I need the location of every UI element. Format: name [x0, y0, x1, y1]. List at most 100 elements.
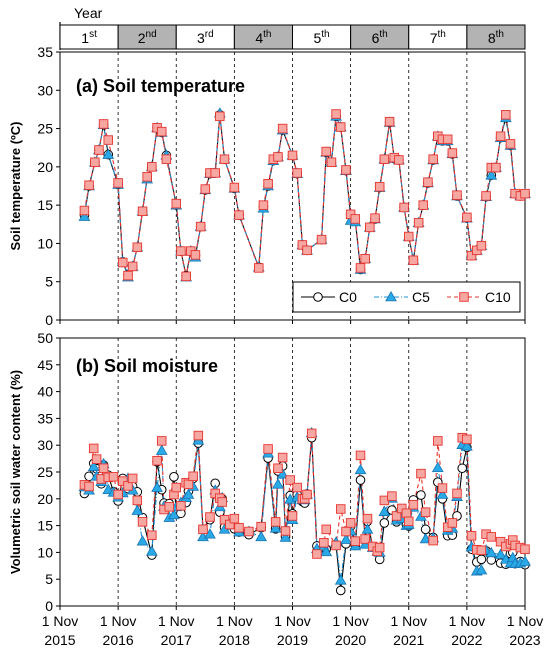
marker-c10 — [321, 146, 331, 157]
marker-c10 — [306, 428, 317, 439]
marker-c10 — [420, 507, 431, 517]
year-cell-label: 6th — [372, 29, 388, 46]
y-tick-label: 20 — [37, 159, 53, 175]
legend: C0 C5 C10 — [292, 281, 521, 313]
marker-c5 — [334, 574, 347, 585]
x-tick-label: 1 Nov — [42, 613, 79, 629]
marker-c10 — [84, 180, 94, 190]
marker-c5 — [340, 533, 352, 544]
marker-c5 — [145, 545, 158, 556]
marker-c10 — [277, 123, 288, 134]
marker-c10 — [287, 150, 298, 161]
marker-c10 — [486, 532, 497, 542]
marker-c10 — [98, 463, 109, 473]
marker-c5 — [361, 523, 374, 534]
marker-c10 — [200, 184, 211, 194]
marker-c5 — [475, 564, 488, 575]
marker-c10 — [335, 504, 346, 514]
marker-c10 — [108, 472, 119, 482]
marker-c10 — [219, 514, 230, 525]
marker-c10 — [147, 530, 157, 540]
year-cell — [350, 24, 410, 50]
marker-c10 — [263, 178, 273, 189]
x-tick-label: 2022 — [451, 632, 482, 648]
marker-c10 — [452, 488, 462, 499]
marker-c10 — [316, 234, 327, 245]
y-tick-label: 15 — [37, 197, 53, 213]
marker-c5 — [279, 531, 292, 542]
y-tick-label: 5 — [45, 274, 53, 290]
marker-c10 — [326, 157, 337, 168]
marker-c10 — [360, 253, 370, 264]
marker-c10 — [350, 536, 361, 546]
marker-c10 — [147, 162, 157, 172]
year-cell-label: 1st — [81, 29, 97, 46]
marker-c10 — [188, 471, 198, 482]
y-tick-label: 0 — [45, 312, 53, 328]
marker-c10 — [391, 511, 402, 521]
marker-c10 — [132, 495, 143, 506]
legend-label-c10: C10 — [485, 289, 511, 305]
y-tick-label: 10 — [37, 544, 53, 560]
marker-c10 — [462, 212, 472, 223]
legend-label-c0: C0 — [339, 289, 357, 305]
marker-c10 — [428, 535, 438, 546]
marker-c10 — [156, 126, 167, 137]
y-tick-label: 15 — [37, 518, 53, 534]
marker-c10 — [360, 534, 370, 544]
marker-c10 — [103, 135, 113, 145]
series-line-c10 — [83, 113, 526, 277]
marker-c5 — [269, 522, 282, 533]
marker-c10 — [495, 536, 506, 547]
y-tick-label: 45 — [37, 357, 53, 373]
marker-c10 — [345, 518, 356, 528]
marker-c10 — [137, 206, 148, 217]
marker-c10 — [350, 214, 361, 224]
x-tick-label: 2016 — [103, 632, 134, 648]
y-tick-label: 20 — [37, 491, 53, 507]
x-tick-label: 1 Nov — [449, 613, 486, 629]
x-tick-label: 2018 — [219, 632, 250, 648]
y-tick-label: 5 — [45, 571, 53, 587]
marker-c5 — [378, 505, 391, 516]
marker-c10 — [384, 116, 395, 127]
marker-c0 — [416, 490, 426, 500]
marker-c10 — [287, 511, 298, 521]
x-tick-label: 1 Nov — [274, 613, 311, 629]
marker-c5 — [272, 478, 284, 489]
marker-c10 — [362, 513, 373, 524]
marker-c10 — [195, 221, 206, 232]
marker-c10 — [98, 119, 109, 129]
marker-c5 — [385, 290, 397, 302]
marker-c10 — [113, 178, 123, 188]
marker-c10 — [374, 542, 385, 553]
marker-c10 — [447, 148, 458, 158]
marker-c10 — [94, 145, 104, 155]
marker-c5 — [182, 488, 195, 499]
marker-c10 — [256, 521, 266, 532]
marker-c10 — [142, 172, 152, 182]
marker-c10 — [331, 109, 341, 119]
marker-c5 — [255, 530, 268, 542]
marker-c10 — [79, 205, 90, 216]
marker-c10 — [428, 154, 438, 164]
marker-c10 — [365, 222, 375, 233]
marker-c10 — [501, 110, 511, 120]
marker-c10 — [254, 263, 264, 273]
panel-b-title: (b) Soil moisture — [76, 356, 218, 376]
marker-c10 — [91, 454, 102, 464]
marker-c10 — [280, 526, 291, 536]
marker-c10 — [234, 210, 244, 220]
year-cell-label: 3rd — [197, 29, 214, 46]
marker-c10 — [183, 479, 194, 490]
y-tick-label: 30 — [37, 82, 53, 98]
x-tick-label: 1 Nov — [158, 613, 195, 629]
series-line-c5 — [83, 113, 526, 279]
marker-c10 — [198, 524, 208, 535]
y-tick-label: 0 — [45, 598, 53, 614]
marker-c5 — [276, 468, 289, 479]
marker-c10 — [437, 483, 448, 493]
marker-c5 — [320, 545, 333, 557]
year-cell-label: 5th — [313, 29, 329, 46]
panel-temperature: 0 5 10 15 20 25 30 35 (a) Soil temperature Soil… — [8, 44, 531, 328]
